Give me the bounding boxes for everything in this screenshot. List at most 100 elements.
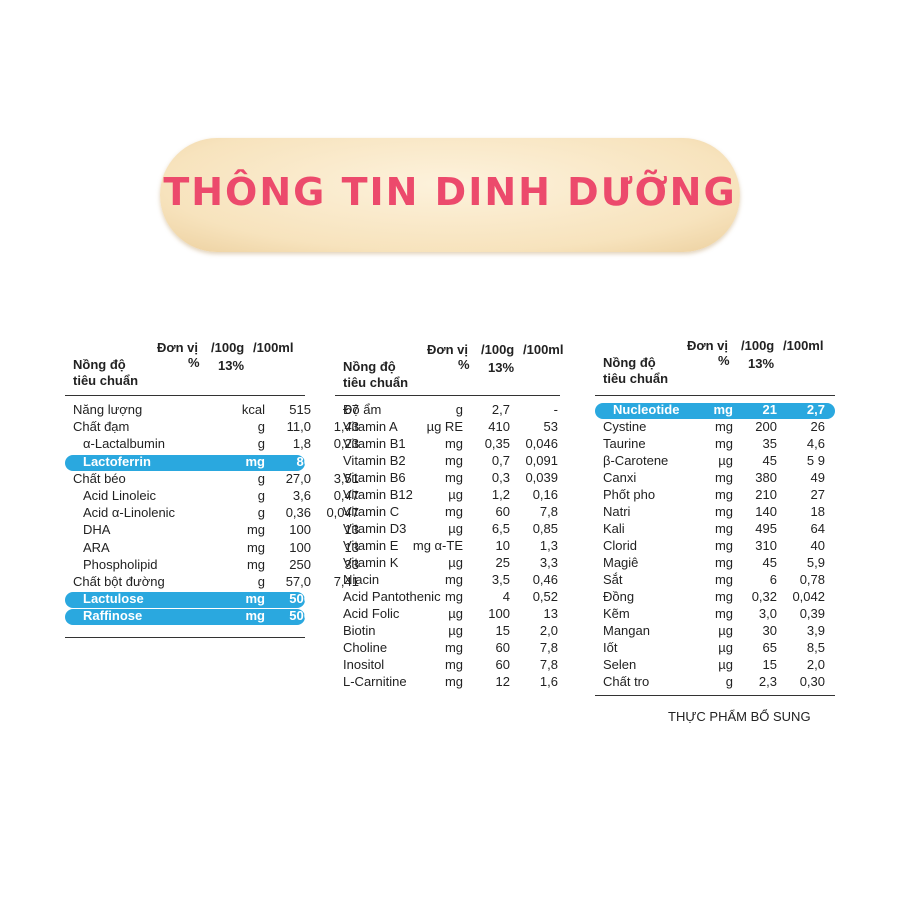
highlight-bar xyxy=(65,609,305,626)
nutrient-per100g: 4 xyxy=(502,589,510,604)
nutrient-per100ml: 33 xyxy=(344,556,359,572)
nutrient-unit: mg xyxy=(246,522,265,538)
nutrient-per100g: 100 xyxy=(289,539,311,555)
nutrient-name: Inositol xyxy=(343,657,385,672)
nutrient-per100g: 500 xyxy=(289,608,311,624)
nutrient-per100ml: 40 xyxy=(810,538,825,553)
nutrient-unit: µg xyxy=(718,657,733,672)
nutrient-per100g: 45 xyxy=(762,453,777,468)
nutrient-per100g: 410 xyxy=(488,419,510,434)
nutrient-per100g: 2,3 xyxy=(758,674,777,689)
nutrient-unit: mg xyxy=(714,521,733,536)
nutrient-per100g: 495 xyxy=(755,521,777,536)
nutrient-per100g: 100 xyxy=(488,606,510,621)
per100g-header: /100g xyxy=(741,338,775,353)
nutrient-per100g: 45 xyxy=(762,555,777,570)
per100g-header: /100g xyxy=(211,340,245,355)
nutrient-per100ml: 2,7 xyxy=(806,402,825,417)
nutrient-per100g: 0,35 xyxy=(484,436,510,451)
header-rule xyxy=(335,395,560,396)
unit-header: Đơn vị xyxy=(687,338,729,353)
nutrient-per100ml: 0,047 xyxy=(326,505,359,521)
nutrient-unit: mg xyxy=(714,419,733,434)
nutrient-per100ml: 0,39 xyxy=(799,606,825,621)
nutrient-unit: mg xyxy=(444,453,463,468)
nutrient-unit: mg xyxy=(245,591,266,607)
nutrient-per100ml: 0,85 xyxy=(532,521,558,536)
nutrient-name: Chất bột đường xyxy=(73,574,165,589)
nutrient-name: Vitamin E xyxy=(343,538,399,553)
nutrient-unit: mg xyxy=(714,470,733,485)
nutrient-name: Niacin xyxy=(343,572,380,587)
nutrient-name: Iốt xyxy=(603,640,618,655)
nutrient-unit: mg xyxy=(444,640,463,655)
nutrient-unit: mg xyxy=(444,674,463,689)
nutrient-per100g: 250 xyxy=(289,556,311,572)
nutrient-name: Raffinose xyxy=(83,608,143,624)
header-rule xyxy=(65,395,305,396)
nutrient-name: DHA xyxy=(83,522,111,538)
nutrient-per100g: 100 xyxy=(289,522,311,538)
nutrient-name: Cystine xyxy=(603,419,647,434)
nutrient-name: Vitamin C xyxy=(343,504,400,519)
nutrient-per100g: 380 xyxy=(755,470,777,485)
nutrient-name: Chất tro xyxy=(603,674,650,689)
nutrient-unit: g xyxy=(257,470,265,486)
nutrient-name: ARA xyxy=(83,539,110,555)
nutrient-name: Vitamin B2 xyxy=(343,453,406,468)
unit-header: Đơn vị xyxy=(427,342,469,357)
standard-header: tiêu chuẩn xyxy=(343,375,409,390)
nutrient-name: Mangan xyxy=(603,623,650,638)
nutrient-unit: mg xyxy=(245,608,266,624)
nutrient-unit: µg xyxy=(448,606,463,621)
nutrient-per100ml: 13 xyxy=(344,522,359,538)
nutrient-name: Vitamin B1 xyxy=(343,436,406,451)
nutrient-per100ml: - xyxy=(553,402,558,417)
nutrient-per100ml: 0,46 xyxy=(532,572,558,587)
nutrient-name: Kẽm xyxy=(603,606,630,621)
nutrient-per100g: 500 xyxy=(289,591,311,607)
nutrient-per100ml: 0,78 xyxy=(799,572,825,587)
nutrient-per100g: 3,5 xyxy=(491,572,510,587)
nutrient-unit: mg xyxy=(714,504,733,519)
nutrient-name: α-Lactalbumin xyxy=(83,436,165,452)
nutrient-per100g: 65 xyxy=(762,640,777,655)
nutrient-unit: mg xyxy=(444,504,463,519)
nutrient-per100g: 60 xyxy=(495,640,510,655)
nutrient-per100g: 0,36 xyxy=(285,505,311,521)
nutrient-unit: g xyxy=(455,402,463,417)
nutrient-per100ml: 1,6 xyxy=(539,674,558,689)
per100g-header: /100g xyxy=(481,342,515,357)
nutrient-unit: µg xyxy=(448,555,463,570)
nutrient-unit: mg xyxy=(714,589,733,604)
nutrient-per100g: 140 xyxy=(755,504,777,519)
nutrient-name: Natri xyxy=(603,504,631,519)
nutrient-per100g: 21 xyxy=(762,402,777,417)
nutrient-per100ml: 18 xyxy=(810,504,825,519)
nutrient-name: Clorid xyxy=(603,538,637,553)
nutrient-per100g: 10 xyxy=(495,538,510,553)
nutrient-per100ml: 0,23 xyxy=(333,436,359,452)
nutrient-name: Taurine xyxy=(603,436,646,451)
nutrient-unit: mg xyxy=(246,556,265,572)
nutrient-per100ml: 4,6 xyxy=(806,436,825,451)
nutrient-per100g: 0,32 xyxy=(751,589,777,604)
nutrient-name: Đồng xyxy=(603,589,635,604)
nutrient-per100g: 515 xyxy=(289,402,311,417)
nutrient-name: Vitamin B6 xyxy=(343,470,406,485)
nutrient-unit: µg xyxy=(448,521,463,536)
nutrient-unit: mg xyxy=(444,436,463,451)
nutrient-name: Lactoferrin xyxy=(83,453,151,469)
nutrient-unit: mg xyxy=(246,539,265,555)
nutrient-unit: mg xyxy=(444,657,463,672)
nutrient-unit: mg xyxy=(714,572,733,587)
nutrient-unit: mg xyxy=(444,589,463,604)
nutrient-name: Acid Pantothenic xyxy=(343,589,441,604)
nutrient-name: Acid Linoleic xyxy=(83,488,156,503)
nutrient-per100ml: 0,046 xyxy=(525,436,558,451)
percent-header: % xyxy=(188,355,200,370)
concentration-header: Nồng độ xyxy=(603,355,656,370)
nutrient-per100g: 3,6 xyxy=(292,488,311,503)
nutrient-per100ml: 1,3 xyxy=(539,538,558,553)
nutrient-per100ml: 0,039 xyxy=(525,470,558,485)
